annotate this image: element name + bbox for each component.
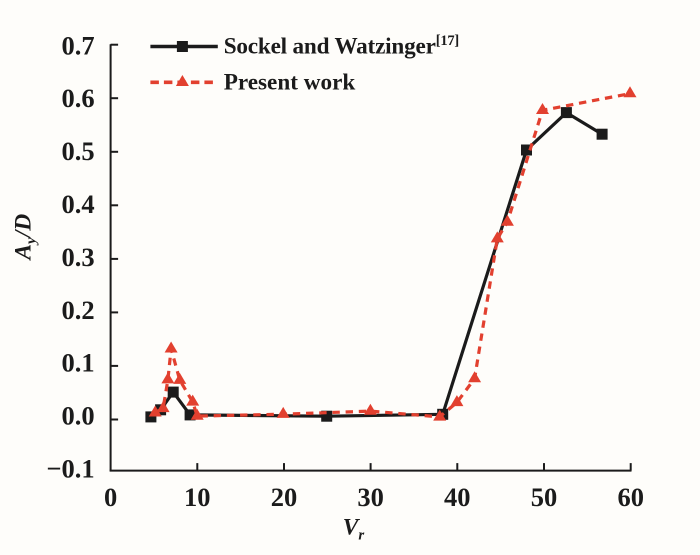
svg-text:0.6: 0.6 — [61, 83, 94, 113]
svg-text:0.3: 0.3 — [61, 242, 94, 272]
svg-text:0.7: 0.7 — [61, 30, 94, 60]
svg-text:−0.1: −0.1 — [46, 454, 94, 484]
svg-text:0.4: 0.4 — [61, 189, 94, 219]
svg-text:10: 10 — [184, 482, 211, 512]
svg-text:0.1: 0.1 — [61, 348, 94, 378]
svg-text:30: 30 — [357, 482, 384, 512]
svg-text:Ay/D: Ay/D — [11, 214, 40, 262]
svg-text:60: 60 — [617, 482, 644, 512]
svg-text:0.0: 0.0 — [61, 401, 94, 431]
svg-text:0.5: 0.5 — [61, 136, 94, 166]
svg-text:50: 50 — [531, 482, 558, 512]
svg-text:40: 40 — [444, 482, 471, 512]
svg-text:0.2: 0.2 — [61, 295, 94, 325]
svg-text:0: 0 — [104, 482, 117, 512]
svg-text:Sockel and Watzinger[17]: Sockel and Watzinger[17] — [224, 33, 459, 60]
svg-text:Present work: Present work — [224, 70, 356, 96]
svg-text:20: 20 — [271, 482, 298, 512]
